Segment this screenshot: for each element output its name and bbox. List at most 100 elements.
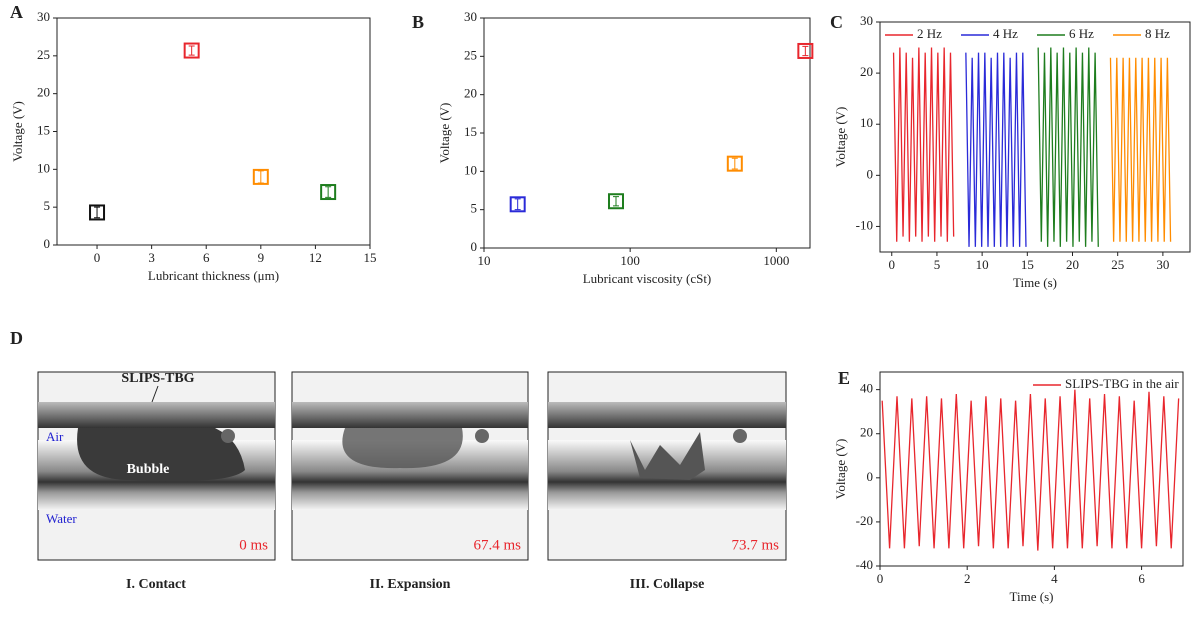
panel-letter: A (10, 2, 23, 22)
x-tick-label: 9 (258, 250, 265, 265)
y-tick-label: -10 (856, 217, 873, 232)
legend-label: 2 Hz (917, 26, 942, 41)
y-tick-label: 0 (867, 166, 874, 181)
bubble-shape (342, 428, 463, 469)
y-tick-label: 0 (867, 469, 874, 484)
y-tick-label: 0 (471, 239, 478, 254)
plot-frame (879, 371, 1184, 567)
droplet (733, 429, 747, 443)
point (607, 193, 624, 210)
error-bar (188, 45, 195, 56)
x-axis-title: Time (s) (1013, 275, 1057, 290)
x-tick-label: 1000 (763, 253, 789, 268)
y-tick-label: 20 (464, 86, 477, 101)
point (183, 42, 200, 59)
error-bar (802, 45, 809, 57)
device-plate (292, 402, 528, 428)
y-tick-label: 20 (37, 85, 50, 100)
point (89, 204, 106, 221)
x-tick-label: 2 (964, 571, 971, 586)
y-tick-label: 20 (860, 64, 873, 79)
x-tick-label: 30 (1156, 257, 1169, 272)
bubble-shape (77, 428, 245, 482)
x-tick-label: 25 (1111, 257, 1124, 272)
y-tick-label: 15 (464, 124, 477, 139)
x-tick-label: 15 (1021, 257, 1034, 272)
x-tick-label: 100 (620, 253, 640, 268)
x-tick-label: 6 (1138, 571, 1145, 586)
device-plate (548, 402, 786, 428)
y-tick-label: -20 (856, 513, 873, 528)
y-axis-title: Voltage (V) (833, 107, 848, 168)
signal-line (1037, 47, 1099, 247)
x-tick-label: 10 (478, 253, 491, 268)
x-tick-label: 5 (934, 257, 941, 272)
x-axis-title: Lubricant viscosity (cSt) (583, 271, 712, 286)
y-tick-label: -40 (856, 557, 873, 572)
photo-frame: 67.4 ms II. Expansion (291, 371, 529, 592)
signal-line (881, 389, 1180, 551)
legend-label: SLIPS-TBG in the air (1065, 376, 1179, 391)
x-tick-label: 12 (309, 250, 322, 265)
x-axis-title: Time (s) (1010, 589, 1054, 604)
y-axis-title: Voltage (V) (10, 101, 25, 162)
y-tick-label: 30 (464, 9, 477, 24)
y-tick-label: 10 (464, 162, 477, 177)
y-tick-label: 40 (860, 381, 873, 396)
y-axis-title: Voltage (V) (833, 439, 848, 500)
x-tick-label: 20 (1066, 257, 1079, 272)
frame-caption: II. Expansion (370, 577, 451, 592)
x-tick-label: 4 (1051, 571, 1058, 586)
device-plate (38, 402, 275, 428)
legend-label: 4 Hz (993, 26, 1018, 41)
signal-line (965, 52, 1027, 247)
panel-letter: C (830, 12, 843, 32)
x-tick-label: 6 (203, 250, 210, 265)
bubble-label: Bubble (127, 462, 170, 477)
signal-line (892, 47, 955, 242)
point (726, 155, 743, 172)
y-tick-label: 30 (37, 9, 50, 24)
signal-line (1109, 57, 1172, 242)
plot-frame (483, 17, 811, 249)
x-tick-label: 0 (94, 250, 101, 265)
y-tick-label: 5 (44, 198, 51, 213)
x-tick-label: 0 (888, 257, 895, 272)
x-tick-label: 15 (364, 250, 377, 265)
panel-letter: E (838, 368, 850, 388)
point (252, 168, 269, 185)
error-bar (257, 170, 264, 184)
panel-letter: B (412, 12, 424, 32)
error-bar (325, 186, 332, 198)
legend-label: 8 Hz (1145, 26, 1170, 41)
time-label: 0 ms (239, 537, 268, 553)
point (509, 196, 526, 213)
frame-caption: I. Contact (126, 577, 186, 592)
error-bar (731, 157, 738, 170)
y-tick-label: 30 (860, 13, 873, 28)
droplet (475, 429, 489, 443)
point (797, 42, 814, 59)
x-tick-label: 10 (976, 257, 989, 272)
error-bar (94, 206, 101, 219)
droplet (221, 429, 235, 443)
y-tick-label: 10 (37, 160, 50, 175)
time-label: 73.7 ms (731, 537, 779, 553)
device-label: SLIPS-TBG (121, 371, 194, 386)
plot-frame (879, 21, 1191, 253)
y-tick-label: 0 (44, 236, 51, 251)
y-tick-label: 25 (464, 47, 477, 62)
photo-frame: 73.7 ms III. Collapse (547, 371, 787, 592)
legend-label: 6 Hz (1069, 26, 1094, 41)
panel-letter: D (10, 328, 23, 348)
error-bar (514, 198, 521, 211)
error-bar (612, 196, 619, 207)
y-tick-label: 15 (37, 122, 50, 137)
time-label: 67.4 ms (473, 537, 521, 553)
y-axis-title: Voltage (V) (437, 103, 452, 164)
point (320, 184, 337, 201)
y-tick-label: 25 (37, 47, 50, 62)
y-tick-label: 5 (471, 201, 478, 216)
